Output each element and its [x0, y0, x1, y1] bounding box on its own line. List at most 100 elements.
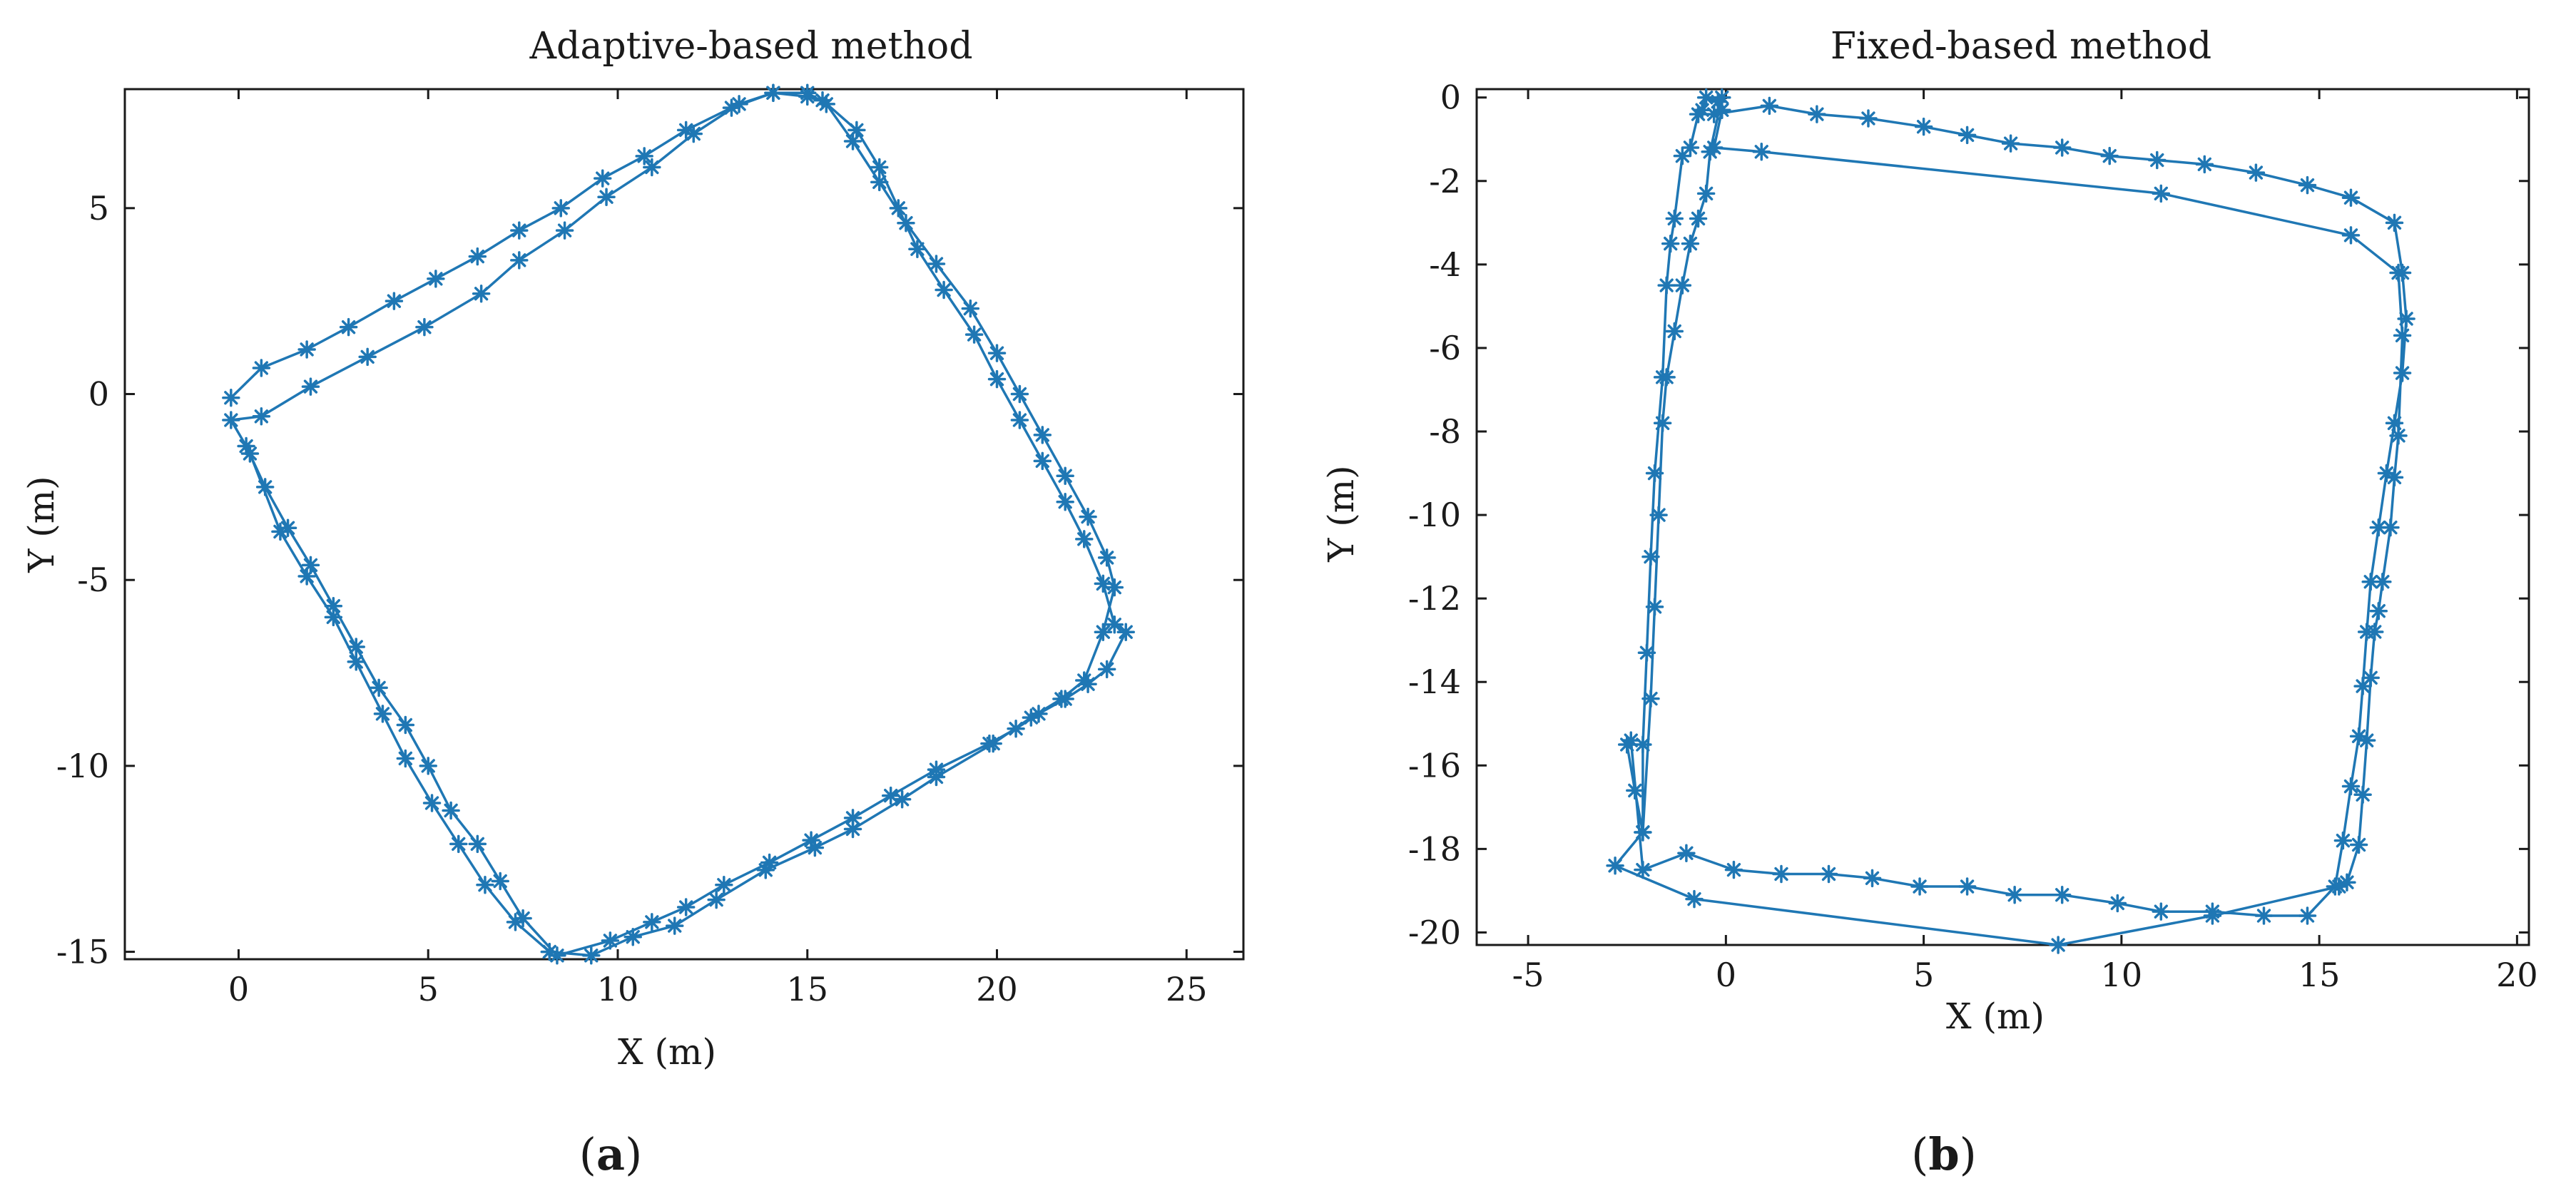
- asterisk-marker: [1641, 689, 1660, 708]
- asterisk-marker: [255, 478, 275, 496]
- y-tick-label-b: 0: [1440, 78, 1461, 117]
- asterisk-marker: [1863, 869, 1882, 888]
- asterisk-marker: [760, 853, 779, 872]
- x-tick-label-b: -5: [1512, 956, 1544, 994]
- data-point-b: [2108, 894, 2127, 913]
- data-point-b: [2001, 134, 2020, 153]
- data-point-a: [222, 411, 240, 429]
- data-point-a: [802, 831, 820, 849]
- data-point-b: [2389, 426, 2408, 445]
- data-point-a: [1097, 660, 1116, 679]
- data-point-a: [237, 436, 255, 456]
- y-tick-label-b: -18: [1408, 829, 1461, 868]
- data-point-a: [240, 444, 260, 463]
- data-point-a: [476, 875, 494, 894]
- data-point-b: [2049, 936, 2067, 954]
- asterisk-marker: [240, 444, 260, 463]
- asterisk-marker: [817, 95, 836, 113]
- data-point-a: [419, 757, 437, 775]
- data-point-a: [987, 344, 1007, 362]
- data-point-b: [2377, 464, 2396, 483]
- asterisk-marker: [756, 861, 775, 879]
- data-point-a: [358, 347, 377, 367]
- asterisk-marker: [2365, 623, 2384, 641]
- data-point-b: [1696, 88, 1716, 107]
- data-point-a: [1056, 466, 1074, 485]
- asterisk-marker: [491, 872, 509, 891]
- asterisk-marker: [2393, 364, 2412, 382]
- data-point-a: [984, 734, 1002, 753]
- data-point-a: [472, 285, 491, 303]
- data-point-a: [491, 872, 509, 891]
- asterisk-marker: [1649, 506, 1668, 524]
- asterisk-marker: [1637, 643, 1656, 662]
- asterisk-marker: [676, 898, 696, 916]
- data-point-a: [1075, 671, 1094, 690]
- asterisk-marker: [643, 158, 661, 177]
- x-tick-label-a: 15: [786, 970, 828, 1008]
- asterisk-marker: [297, 567, 316, 586]
- asterisk-marker: [468, 247, 487, 266]
- asterisk-marker: [892, 790, 912, 809]
- panel-label-b: (b): [1911, 1128, 1977, 1180]
- data-point-a: [1029, 705, 1048, 723]
- asterisk-marker: [222, 411, 240, 429]
- data-point-a: [514, 909, 532, 928]
- asterisk-marker: [601, 931, 620, 950]
- y-tick-label-a: 0: [88, 375, 109, 414]
- data-point-b: [2254, 906, 2274, 925]
- asterisk-marker: [449, 834, 468, 854]
- asterisk-marker: [1056, 466, 1074, 485]
- data-point-b: [1637, 643, 1656, 662]
- data-point-a: [805, 838, 825, 857]
- asterisk-marker: [1681, 234, 1700, 253]
- data-point-b: [1696, 184, 1716, 203]
- y-tick-label-b: -12: [1408, 579, 1461, 618]
- asterisk-marker: [1819, 864, 1838, 884]
- asterisk-marker: [2203, 906, 2222, 925]
- asterisk-marker: [1645, 598, 1664, 616]
- data-point-a: [468, 834, 487, 854]
- axis-ticks-b: -5 0 5 10 15 20 0 -2 -4 -6 -8 -10 -12 -14 -16 -18 -20: [1408, 78, 2538, 994]
- data-point-a: [396, 749, 415, 768]
- asterisk-marker: [468, 834, 487, 854]
- data-point-a: [927, 767, 946, 787]
- x-tick-label-b: 15: [2298, 956, 2341, 994]
- asterisk-marker: [1653, 414, 1672, 433]
- data-point-b: [1724, 860, 1743, 879]
- asterisk-marker: [2338, 873, 2356, 891]
- data-point-a: [892, 790, 912, 809]
- data-point-a: [635, 147, 653, 165]
- asterisk-marker: [1958, 877, 1977, 896]
- data-point-a: [551, 199, 571, 218]
- data-point-a: [881, 786, 900, 805]
- data-point-b: [2341, 777, 2361, 796]
- data-point-a: [548, 946, 566, 965]
- data-point-a: [817, 95, 836, 113]
- asterisk-marker: [593, 169, 612, 188]
- data-point-a: [540, 942, 559, 961]
- data-point-a: [510, 251, 529, 270]
- asterisk-marker: [324, 596, 343, 615]
- data-point-b: [2393, 326, 2412, 345]
- data-point-b: [1681, 234, 1700, 253]
- panel-letter-a: a: [596, 1128, 625, 1180]
- data-point-a: [908, 240, 927, 258]
- y-tick-label-b: -16: [1408, 746, 1461, 785]
- asterisk-marker: [2353, 785, 2372, 804]
- asterisk-marker: [722, 98, 741, 117]
- data-point-b: [1685, 889, 1704, 909]
- asterisk-marker: [2361, 668, 2380, 688]
- asterisk-marker: [889, 199, 908, 218]
- asterisk-marker: [764, 83, 783, 102]
- asterisk-marker: [2369, 518, 2388, 537]
- asterisk-marker: [1010, 411, 1029, 429]
- data-point-b: [1914, 117, 1933, 136]
- asterisk-marker: [1693, 101, 1711, 120]
- asterisk-marker: [506, 913, 525, 931]
- data-point-a: [760, 853, 779, 872]
- data-point-a: [1033, 426, 1052, 444]
- data-point-b: [1681, 138, 1700, 157]
- asterisk-marker: [1634, 735, 1652, 754]
- asterisk-marker: [1056, 492, 1074, 511]
